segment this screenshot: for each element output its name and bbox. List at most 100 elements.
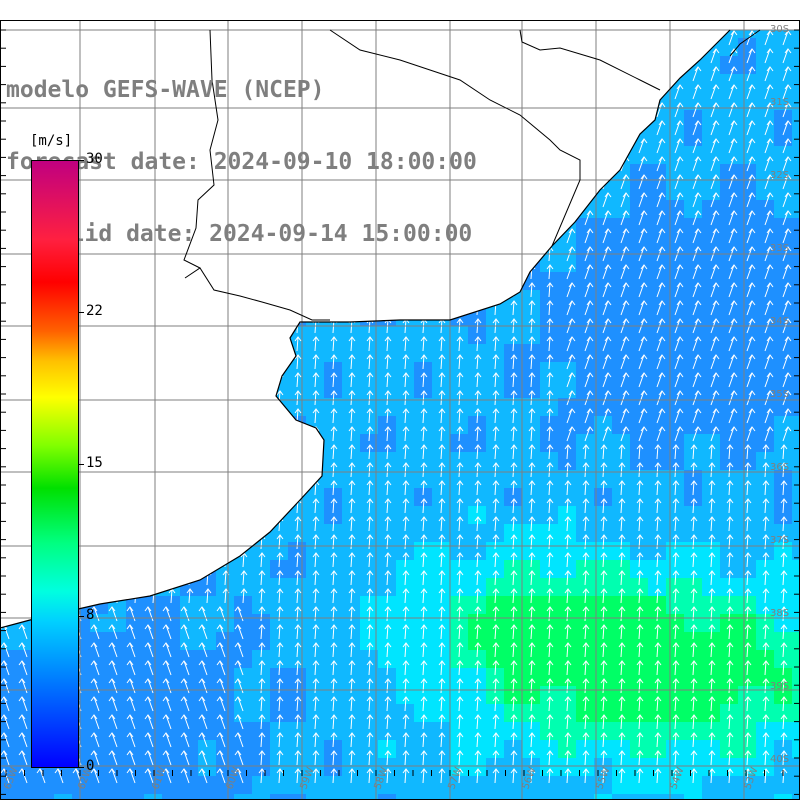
wind-arrow [708,642,716,658]
wind-speed-cell [90,380,109,399]
wind-speed-cell [486,110,505,129]
wind-arrow [528,372,536,388]
wind-arrow [258,498,266,514]
wind-arrow [276,696,284,712]
wind-speed-cell [162,632,181,651]
wind-speed-cell [738,128,757,147]
wind-arrow [276,624,284,640]
wind-speed-cell [144,398,163,417]
wind-speed-cell [540,30,559,39]
wind-speed-cell [540,74,559,93]
wind-arrow [162,750,172,766]
wind-speed-cell [612,578,631,597]
wind-arrow [564,462,572,478]
wind-speed-cell [378,614,397,633]
wind-arrow [258,552,266,568]
wind-speed-cell [234,506,253,525]
wind-speed-cell [630,236,649,255]
wind-speed-cell [702,740,721,759]
wind-arrow [602,282,612,298]
wind-arrow [528,336,536,352]
wind-speed-cell [414,650,433,669]
wind-arrow [258,462,266,478]
wind-speed-cell [270,344,289,363]
wind-speed-cell [720,578,739,597]
wind-speed-cell [684,416,703,435]
wind-speed-cell [756,164,775,183]
wind-arrow [420,642,428,658]
wind-arrow [546,138,554,154]
wind-arrow [168,300,176,316]
wind-arrow [674,156,684,172]
wind-speed-cell [684,362,703,381]
wind-speed-cell [720,542,739,561]
wind-speed-cell [648,380,667,399]
wind-speed-cell [666,542,685,561]
wind-arrow [510,732,518,748]
wind-arrow [294,516,302,532]
wind-arrow [510,570,518,586]
wind-speed-cell [450,398,469,417]
wind-arrow [132,372,140,388]
wind-speed-cell [774,758,793,777]
wind-arrow [582,444,590,460]
wind-arrow [168,516,176,532]
wind-speed-cell [144,668,163,687]
wind-arrow [584,210,594,226]
wind-arrow [618,570,626,586]
wind-arrow [620,120,630,136]
wind-speed-cell [594,416,613,435]
wind-speed-cell [432,380,451,399]
wind-speed-cell [720,524,739,543]
wind-arrow [746,372,756,388]
wind-speed-cell [738,416,757,435]
wind-speed-cell [450,758,469,777]
wind-speed-cell [342,614,361,633]
wind-arrow [144,696,154,712]
wind-arrow [402,552,410,568]
wind-arrow [126,714,136,730]
wind-speed-cell [648,56,667,75]
wind-arrow [216,624,226,640]
wind-arrow [672,498,680,514]
wind-speed-cell [540,308,559,327]
wind-speed-cell [666,776,685,795]
wind-speed-cell [414,596,433,615]
wind-speed-cell [738,704,757,723]
wind-speed-cell [234,434,253,453]
wind-arrow [600,498,608,514]
wind-arrow [150,498,158,514]
wind-arrow [276,480,284,496]
wind-speed-cell [306,380,325,399]
wind-speed-cell [360,704,379,723]
wind-arrow [258,480,266,496]
wind-arrow [6,336,14,352]
wind-speed-cell [234,740,253,759]
wind-arrow [602,102,612,118]
border-lagoon [519,29,661,91]
wind-arrow [546,660,554,676]
wind-arrow [638,192,648,208]
wind-speed-cell [648,308,667,327]
wind-speed-cell [756,380,775,399]
wind-arrow [638,228,648,244]
wind-arrow [294,372,302,388]
wind-arrow [510,498,518,514]
wind-speed-cell [702,38,721,57]
wind-speed-cell [648,776,667,795]
wind-speed-cell [702,488,721,507]
wind-speed-cell [738,524,757,543]
wind-speed-cell [378,524,397,543]
wind-arrow [162,732,172,748]
wind-speed-cell [342,326,361,345]
wind-speed-cell [378,596,397,615]
wind-arrow [366,732,374,748]
wind-arrow [276,498,284,514]
wind-speed-cell [504,326,523,345]
wind-speed-cell [108,488,127,507]
wind-speed-cell [612,488,631,507]
wind-arrow [528,48,536,64]
wind-speed-cell [576,128,595,147]
wind-arrow [90,606,100,622]
wind-speed-cell [720,182,739,201]
